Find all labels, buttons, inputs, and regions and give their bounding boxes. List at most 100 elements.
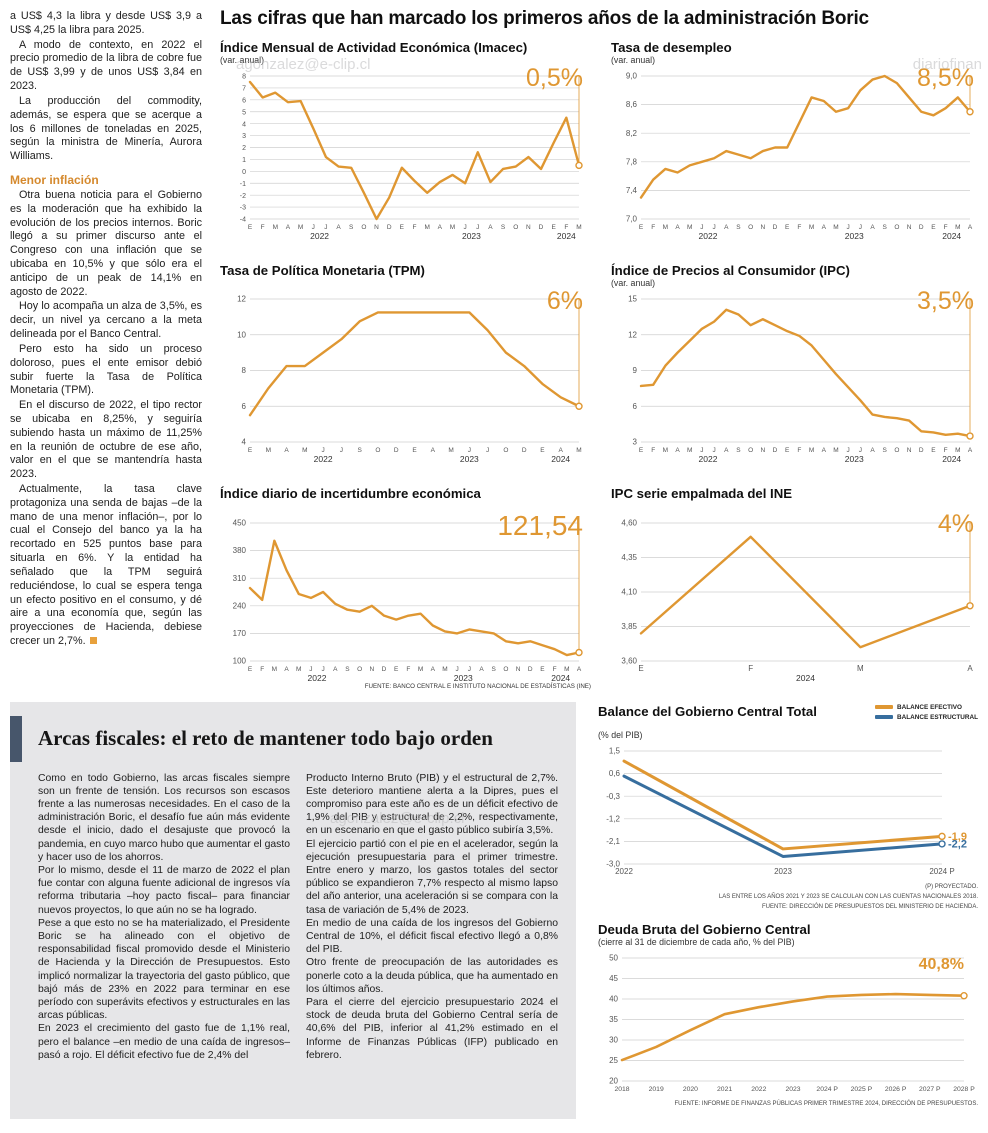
svg-text:A: A (968, 224, 973, 231)
svg-text:J: J (456, 666, 459, 673)
svg-text:100: 100 (233, 656, 247, 665)
svg-text:E: E (931, 447, 936, 454)
charts-main-area: Las cifras que han marcado los primeros … (214, 8, 982, 690)
svg-text:4,35: 4,35 (621, 553, 637, 562)
legend-item-efectivo: BALANCE EFECTIVO (875, 704, 978, 711)
svg-text:N: N (907, 224, 912, 231)
article-paragraph: En 2023 el crecimiento del gasto fue de … (38, 1023, 290, 1061)
latest-value-label: 6% (546, 287, 583, 316)
article-paragraph: Otra buena noticia para el Gobierno es l… (10, 188, 202, 298)
svg-text:O: O (748, 224, 753, 231)
svg-text:N: N (526, 224, 531, 231)
svg-text:A: A (284, 447, 289, 454)
svg-text:-1,9: -1,9 (948, 830, 967, 842)
article-column-2: Producto Interno Bruto (PIB) y el estruc… (306, 772, 558, 1062)
svg-text:S: S (357, 447, 362, 454)
svg-text:F: F (748, 664, 753, 673)
chart-ipc: Índice de Precios al Consumidor (IPC) (v… (611, 263, 982, 466)
chart-subtitle: (var. anual) (611, 55, 656, 66)
svg-text:S: S (736, 224, 741, 231)
svg-text:-4: -4 (240, 217, 246, 224)
svg-text:M: M (450, 224, 455, 231)
svg-text:A: A (968, 447, 973, 454)
bottom-headline: Arcas fiscales: el reto de mantener todo… (38, 726, 493, 751)
svg-text:A: A (284, 666, 289, 673)
svg-text:7: 7 (242, 86, 246, 93)
svg-text:F: F (944, 224, 948, 231)
svg-text:J: J (463, 224, 466, 231)
svg-text:O: O (513, 224, 518, 231)
chart-title: IPC serie empalmada del INE (611, 486, 793, 502)
svg-text:E: E (638, 664, 643, 673)
article-paragraph: En medio de una caída de los ingresos de… (306, 917, 558, 956)
article-paragraph: Otro frente de preocupación de las autor… (306, 957, 558, 995)
svg-text:D: D (382, 666, 387, 673)
svg-text:D: D (919, 224, 924, 231)
article-paragraph: a US$ 4,3 la libra y desde US$ 3,9 a US$… (10, 10, 202, 36)
svg-text:15: 15 (628, 295, 637, 304)
svg-text:J: J (324, 224, 327, 231)
line-chart: 12 10 8 6 4 E M A M J J S O D E A M J J O D E A M 2022 2023 2024 (220, 291, 591, 466)
chart-subtitle: (% del PIB) (598, 729, 643, 740)
line-chart: 4,60 4,35 4,10 3,85 3,60 E F M A 2024 (611, 515, 982, 685)
svg-text:7,4: 7,4 (626, 186, 638, 195)
svg-text:S: S (349, 224, 354, 231)
svg-text:12: 12 (237, 295, 246, 304)
svg-text:1,5: 1,5 (609, 746, 621, 755)
svg-text:D: D (528, 666, 533, 673)
svg-text:-3: -3 (240, 205, 246, 212)
line-chart: 450 380 310 240 170 100 E F M A M J J A S O N D E F M A M J J A S O… (220, 515, 591, 685)
article-paragraph: En el discurso de 2022, el tipo rector s… (10, 399, 202, 481)
svg-text:40: 40 (609, 995, 618, 1004)
svg-text:M: M (955, 224, 960, 231)
svg-text:-3,0: -3,0 (606, 859, 620, 868)
svg-text:E: E (785, 447, 790, 454)
svg-text:9,0: 9,0 (626, 72, 638, 81)
svg-text:A: A (431, 666, 436, 673)
svg-text:3,85: 3,85 (621, 622, 637, 631)
svg-text:2022: 2022 (699, 231, 718, 241)
svg-text:M: M (424, 224, 429, 231)
article-end-marker-icon (89, 636, 97, 644)
svg-text:A: A (675, 224, 680, 231)
line-chart: 9,0 8,6 8,2 7,8 7,4 7,0 E F M A M J J A S O N D E F M A M J J A S O… (611, 68, 982, 243)
article-paragraph: Para el cierre del ejercicio presupuesta… (306, 996, 558, 1061)
svg-text:J: J (486, 447, 489, 454)
svg-text:2021: 2021 (717, 1086, 732, 1093)
svg-text:M: M (663, 224, 668, 231)
svg-text:A: A (675, 447, 680, 454)
svg-text:O: O (503, 666, 508, 673)
article-paragraph: A modo de contexto, en 2022 el precio pr… (10, 38, 202, 93)
svg-text:J: J (847, 447, 850, 454)
svg-text:2024: 2024 (557, 231, 576, 241)
svg-text:N: N (761, 447, 766, 454)
legend-item-estructural: BALANCE ESTRUCTURAL (875, 714, 978, 721)
svg-text:2026 P: 2026 P (885, 1086, 907, 1093)
svg-text:8,2: 8,2 (626, 129, 638, 138)
line-chart: 50 45 40 35 30 25 20 2018 2019 2020 2021 2022 2023 20… (598, 950, 978, 1098)
chart-title: Índice de Precios al Consumidor (IPC) (611, 263, 850, 279)
svg-text:N: N (516, 666, 521, 673)
svg-text:E: E (400, 224, 405, 231)
svg-text:O: O (361, 224, 366, 231)
svg-text:6: 6 (242, 98, 246, 105)
svg-text:F: F (553, 666, 557, 673)
article-paragraph: Actualmente, la tasa clave protagoniza u… (10, 483, 202, 649)
svg-text:E: E (248, 447, 253, 454)
svg-text:M: M (687, 224, 692, 231)
chart-source: FUENTE: INFORME DE FINANZAS PÚBLICAS PRI… (674, 1101, 979, 1108)
svg-text:35: 35 (609, 1015, 618, 1024)
chart-desempleo: Tasa de desempleo (var. anual) 8,5% 9,0 8… (611, 40, 982, 243)
svg-text:M: M (296, 666, 301, 673)
charts-grid: Índice Mensual de Actividad Económica (I… (220, 40, 982, 690)
svg-text:N: N (370, 666, 375, 673)
svg-text:7,8: 7,8 (626, 158, 638, 167)
svg-text:2022: 2022 (615, 867, 633, 876)
legend-swatch-blue (875, 715, 894, 720)
svg-text:F: F (797, 447, 801, 454)
svg-text:3: 3 (633, 438, 638, 447)
line-chart: 15 12 9 6 3 E F M A M J J A S O N D E F M A M J J A S O N D E F M A 2022 2… (611, 291, 982, 466)
svg-text:2019: 2019 (649, 1086, 664, 1093)
svg-text:0,6: 0,6 (609, 769, 621, 778)
svg-text:4: 4 (242, 438, 247, 447)
